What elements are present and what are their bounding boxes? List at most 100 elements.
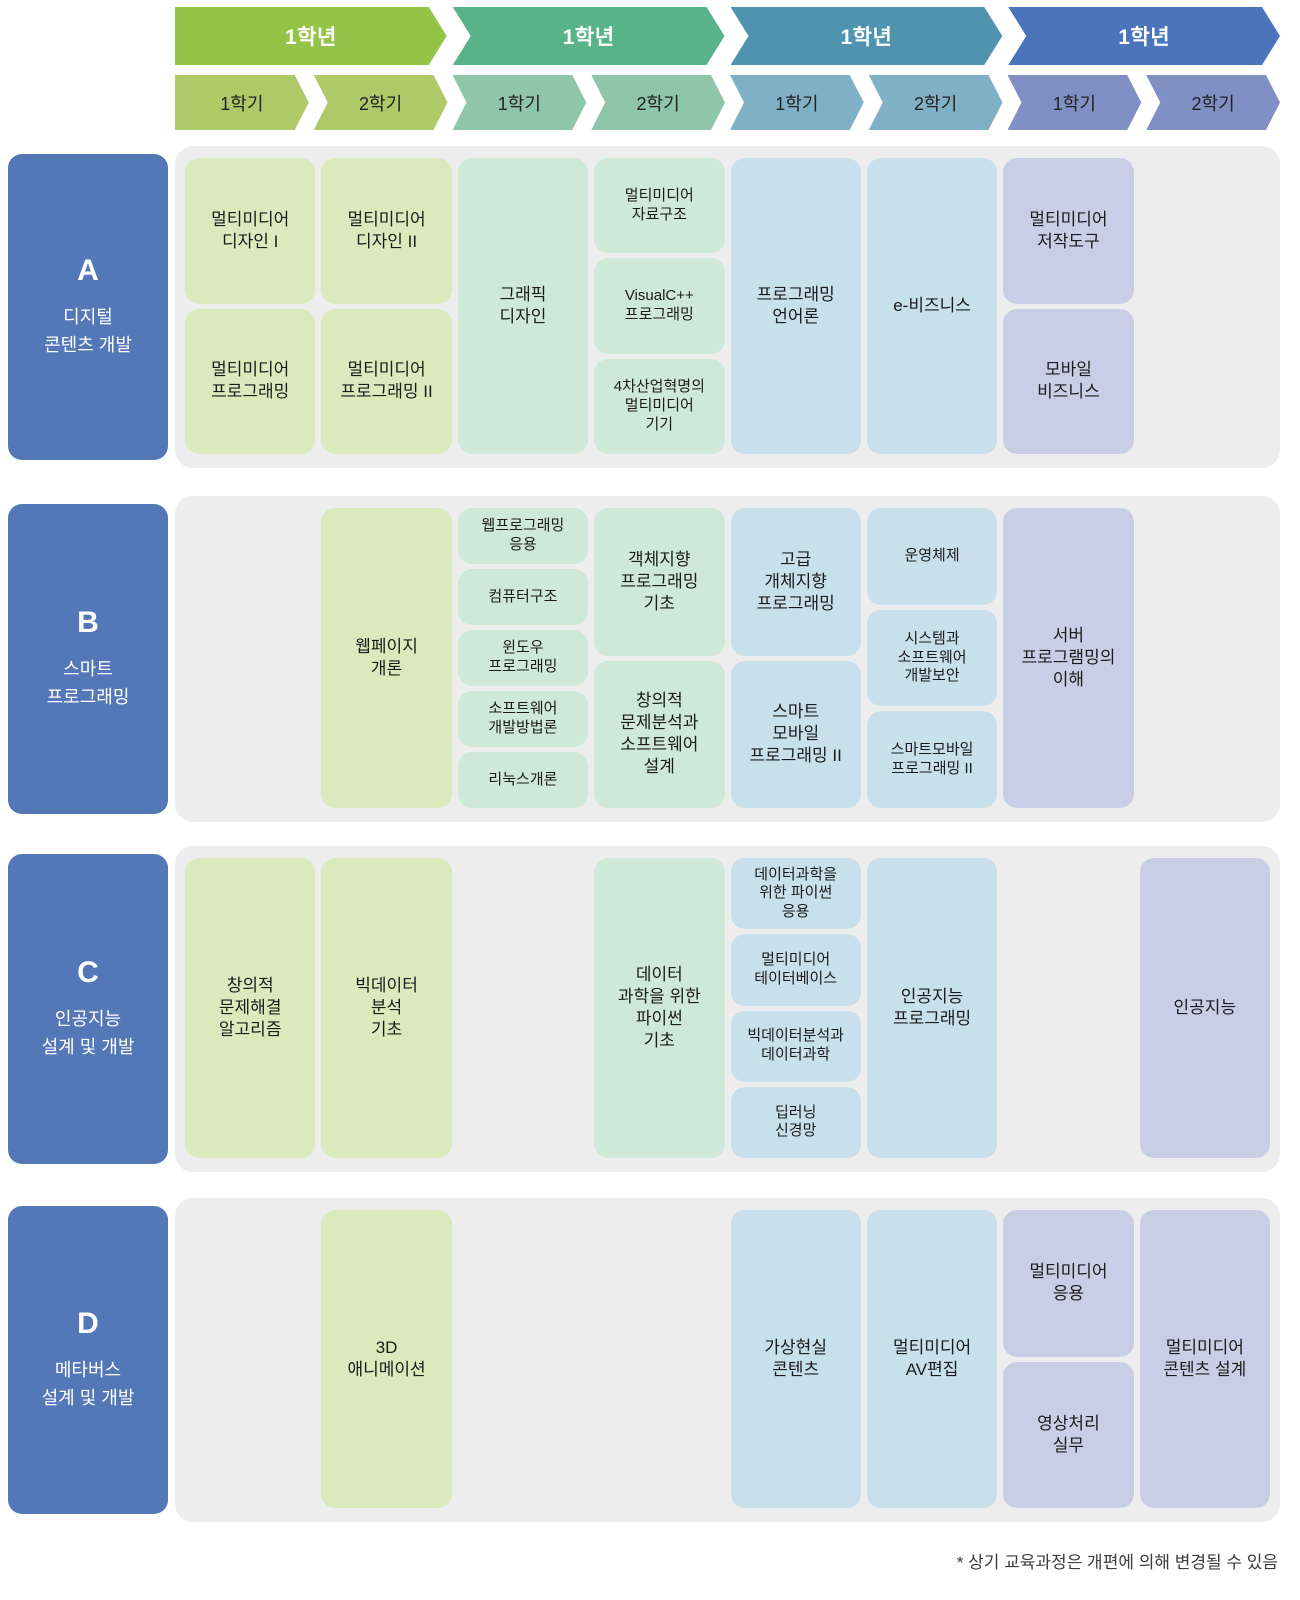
col-c-y1s1: 창의적 문제해결 알고리즘	[185, 858, 316, 1158]
course-card: 멀티미디어 디자인 I	[185, 158, 316, 304]
course-card: 그래픽 디자인	[457, 158, 589, 454]
col-a-y3s1: 프로그래밍 언어론	[730, 158, 861, 454]
footnote: * 상기 교육과정은 개편에 의해 변경될 수 있음	[956, 1553, 1278, 1572]
semester-header-strip: 1학기 2학기 1학기 2학기 1학기 2학기 1학기 2학기	[175, 75, 1280, 130]
col-d-y2s1	[458, 1210, 588, 1508]
course-card: 창의적 문제해결 알고리즘	[185, 858, 316, 1158]
track-name: 메타버스 설계 및 개발	[41, 1360, 135, 1408]
course-card: e-비즈니스	[866, 158, 998, 454]
year-band-2: 1학년	[453, 7, 725, 65]
course-card: 프로그래밍 언어론	[730, 158, 861, 454]
track-block-c: C 인공지능 설계 및 개발	[8, 854, 168, 1164]
track-letter: A	[77, 254, 99, 288]
col-b-y3s2: 운영체제 시스템과 소프트웨어 개발보안 스마트모바일 프로그래밍 II	[866, 508, 998, 809]
semester-arrow-y3s1: 1학기	[730, 75, 864, 130]
course-card: 멀티미디어 프로그래밍 II	[321, 308, 452, 454]
col-d-y2s2	[594, 1210, 724, 1508]
col-d-y4s2: 멀티미디어 콘텐츠 설계	[1139, 1210, 1270, 1508]
course-card: 데이터 과학을 위한 파이썬 기초	[594, 858, 725, 1158]
col-b-y4s2	[1140, 508, 1270, 808]
semester-arrow-y4s1: 1학기	[1008, 75, 1142, 130]
col-d-y3s1: 가상현실 콘텐츠	[730, 1210, 861, 1508]
track-name: 인공지능 설계 및 개발	[41, 1009, 135, 1057]
col-d-y4s1: 멀티미디어 응용 영상처리 실무	[1003, 1210, 1134, 1508]
track-block-a: A 디지털 콘텐츠 개발	[8, 154, 168, 460]
course-card: 모바일 비즈니스	[1003, 308, 1134, 454]
track-name: 스마트 프로그래밍	[46, 659, 130, 707]
course-card: 4차산업혁명의 멀티미디어 기기	[594, 358, 725, 454]
course-card: 운영체제	[866, 508, 998, 605]
course-card: 시스템과 소프트웨어 개발보안	[866, 609, 998, 707]
course-card: 데이터과학을 위한 파이썬 응용	[730, 858, 861, 930]
year-header-strip: 1학년 1학년 1학년 1학년	[175, 7, 1280, 65]
year-band-1: 1학년	[175, 7, 447, 65]
col-b-y3s1: 고급 개체지향 프로그래밍 스마트 모바일 프로그래밍 II	[730, 508, 861, 808]
track-name: 디지털 콘텐츠 개발	[44, 307, 132, 355]
course-card: 멀티미디어 자료구조	[594, 158, 725, 254]
track-letter: C	[77, 956, 99, 990]
course-card: 객체지향 프로그래밍 기초	[594, 508, 725, 656]
col-c-y1s2: 빅데이터 분석 기초	[321, 858, 452, 1158]
col-d-y3s2: 멀티미디어 AV편집	[866, 1210, 998, 1508]
col-c-y3s2: 인공지능 프로그래밍	[866, 858, 998, 1158]
col-c-y2s2: 데이터 과학을 위한 파이썬 기초	[594, 858, 725, 1158]
col-c-y4s1	[1003, 858, 1133, 1158]
col-c-y3s1: 데이터과학을 위한 파이썬 응용 멀티미디어 테이터베이스 빅데이터분석과 데이…	[730, 858, 861, 1158]
track-row-panel-b: 웹페이지 개론 웹프로그래밍 응용 컴퓨터구조 윈도우 프로그래밍 소프트웨어 …	[175, 496, 1280, 822]
col-a-y1s2: 멀티미디어 디자인 II 멀티미디어 프로그래밍 II	[321, 158, 452, 454]
year-band-3: 1학년	[731, 7, 1003, 65]
semester-arrow-y1s2: 2학기	[314, 75, 448, 130]
track-letter: B	[77, 606, 99, 640]
course-card: 인공지능	[1139, 858, 1270, 1158]
course-card: 창의적 문제분석과 소프트웨어 설계	[594, 660, 725, 808]
course-card: 고급 개체지향 프로그래밍	[730, 508, 861, 656]
col-a-y1s1: 멀티미디어 디자인 I 멀티미디어 프로그래밍	[185, 158, 316, 454]
col-b-y1s2: 웹페이지 개론	[321, 508, 452, 808]
track-letter: D	[77, 1307, 99, 1341]
semester-arrow-y1s1: 1학기	[175, 75, 309, 130]
col-c-y2s1	[458, 858, 588, 1158]
course-card: 윈도우 프로그래밍	[457, 630, 589, 686]
course-card: VisualC++ 프로그래밍	[594, 258, 725, 354]
course-card: 스마트 모바일 프로그래밍 II	[730, 660, 861, 808]
course-card: 멀티미디어 AV편집	[866, 1210, 998, 1508]
col-a-y4s1: 멀티미디어 저작도구 모바일 비즈니스	[1003, 158, 1134, 454]
semester-arrow-y2s2: 2학기	[591, 75, 725, 130]
course-card: 멀티미디어 테이터베이스	[730, 934, 861, 1006]
course-card: 가상현실 콘텐츠	[730, 1210, 861, 1508]
course-card: 3D 애니메이션	[321, 1210, 452, 1508]
col-a-y2s1: 그래픽 디자인	[457, 158, 589, 454]
course-card: 컴퓨터구조	[457, 569, 589, 625]
course-card: 멀티미디어 콘텐츠 설계	[1139, 1210, 1270, 1508]
col-a-y4s2	[1140, 158, 1270, 454]
course-card: 영상처리 실무	[1003, 1361, 1134, 1508]
track-block-b: B 스마트 프로그래밍	[8, 504, 168, 814]
course-card: 멀티미디어 프로그래밍	[185, 308, 316, 454]
col-a-y3s2: e-비즈니스	[866, 158, 998, 454]
col-c-y4s2: 인공지능	[1139, 858, 1270, 1158]
col-b-y2s1: 웹프로그래밍 응용 컴퓨터구조 윈도우 프로그래밍 소프트웨어 개발방법론 리눅…	[457, 508, 589, 808]
col-b-y1s1	[185, 508, 315, 808]
semester-arrow-y3s2: 2학기	[869, 75, 1003, 130]
course-card: 빅데이터분석과 데이터과학	[730, 1010, 861, 1082]
col-a-y2s2: 멀티미디어 자료구조 VisualC++ 프로그래밍 4차산업혁명의 멀티미디어…	[594, 158, 725, 454]
col-b-y2s2: 객체지향 프로그래밍 기초 창의적 문제분석과 소프트웨어 설계	[594, 508, 725, 808]
course-card: 멀티미디어 디자인 II	[321, 158, 452, 304]
track-block-d: D 메타버스 설계 및 개발	[8, 1206, 168, 1514]
track-row-panel-d: 3D 애니메이션 가상현실 콘텐츠 멀티미디어 AV편집 멀티미디어 응용 영상…	[175, 1198, 1280, 1522]
semester-arrow-y2s1: 1학기	[453, 75, 587, 130]
course-card: 인공지능 프로그래밍	[866, 858, 998, 1158]
course-card: 멀티미디어 저작도구	[1003, 158, 1134, 304]
col-d-y1s1	[185, 1210, 315, 1508]
col-d-y1s2: 3D 애니메이션	[321, 1210, 452, 1508]
track-row-panel-c: 창의적 문제해결 알고리즘 빅데이터 분석 기초 데이터 과학을 위한 파이썬 …	[175, 846, 1280, 1172]
course-card: 스마트모바일 프로그래밍 II	[866, 711, 998, 809]
course-card: 웹프로그래밍 응용	[457, 508, 589, 564]
course-card: 소프트웨어 개발방법론	[457, 691, 589, 747]
track-row-panel-a: 멀티미디어 디자인 I 멀티미디어 프로그래밍 멀티미디어 디자인 II 멀티미…	[175, 146, 1280, 468]
year-band-4: 1학년	[1008, 7, 1280, 65]
col-b-y4s1: 서버 프로그램밍의 이해	[1003, 508, 1134, 808]
course-card: 리눅스개론	[457, 752, 589, 808]
semester-arrow-y4s2: 2학기	[1146, 75, 1280, 130]
